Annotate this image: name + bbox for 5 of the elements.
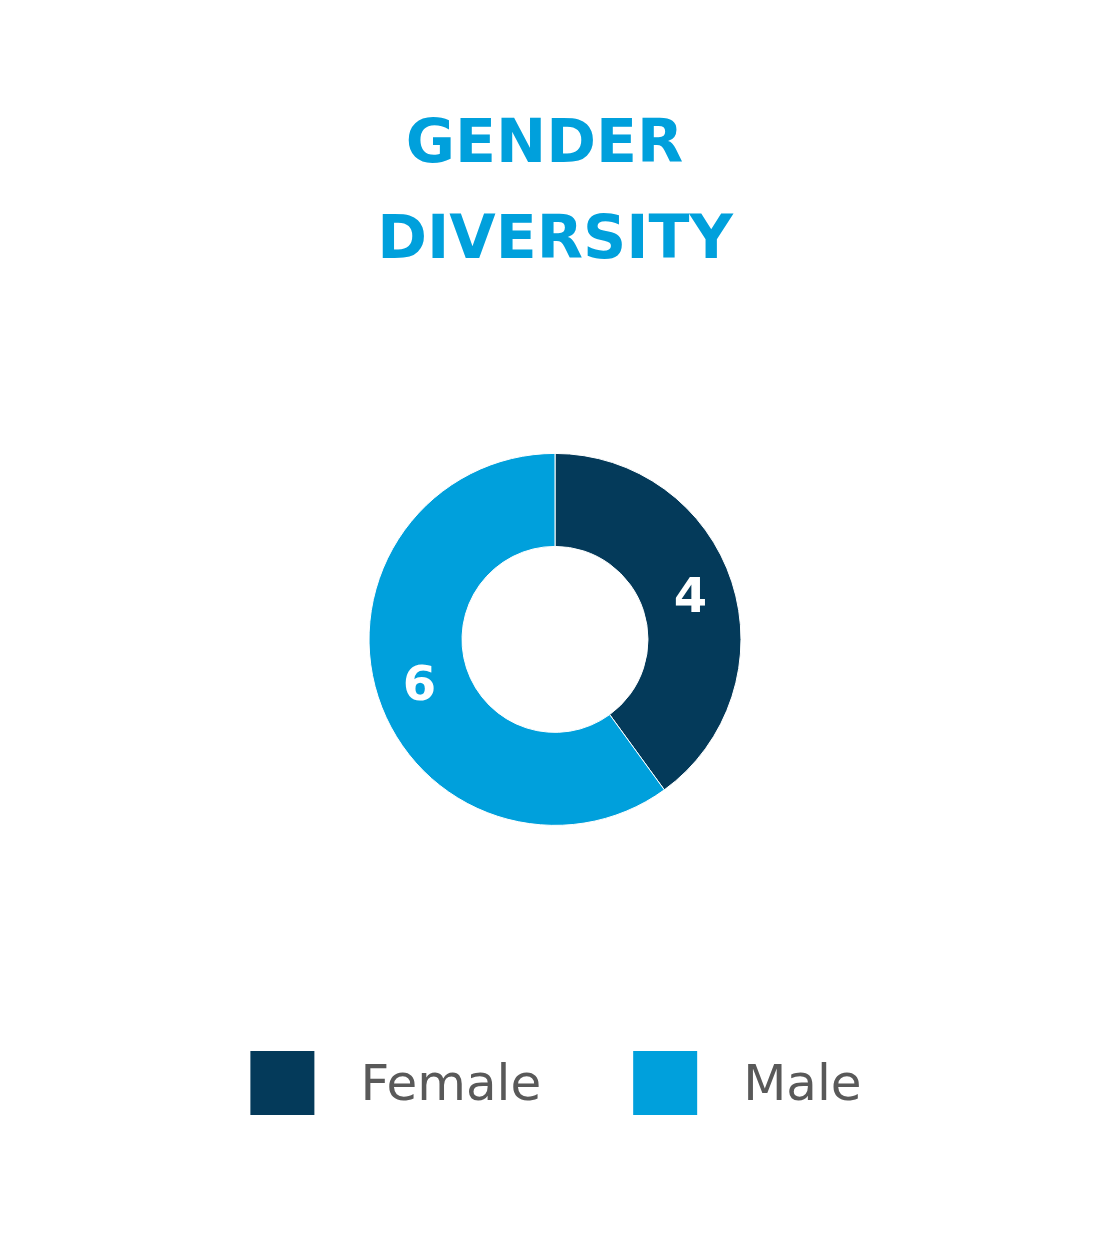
legend-label: Female [360, 1054, 542, 1112]
chart-title: GENDER DIVERSITY [377, 106, 735, 272]
data-label: 6 [402, 655, 437, 712]
data-label: 4 [673, 567, 708, 624]
legend-label: Male [743, 1054, 862, 1112]
